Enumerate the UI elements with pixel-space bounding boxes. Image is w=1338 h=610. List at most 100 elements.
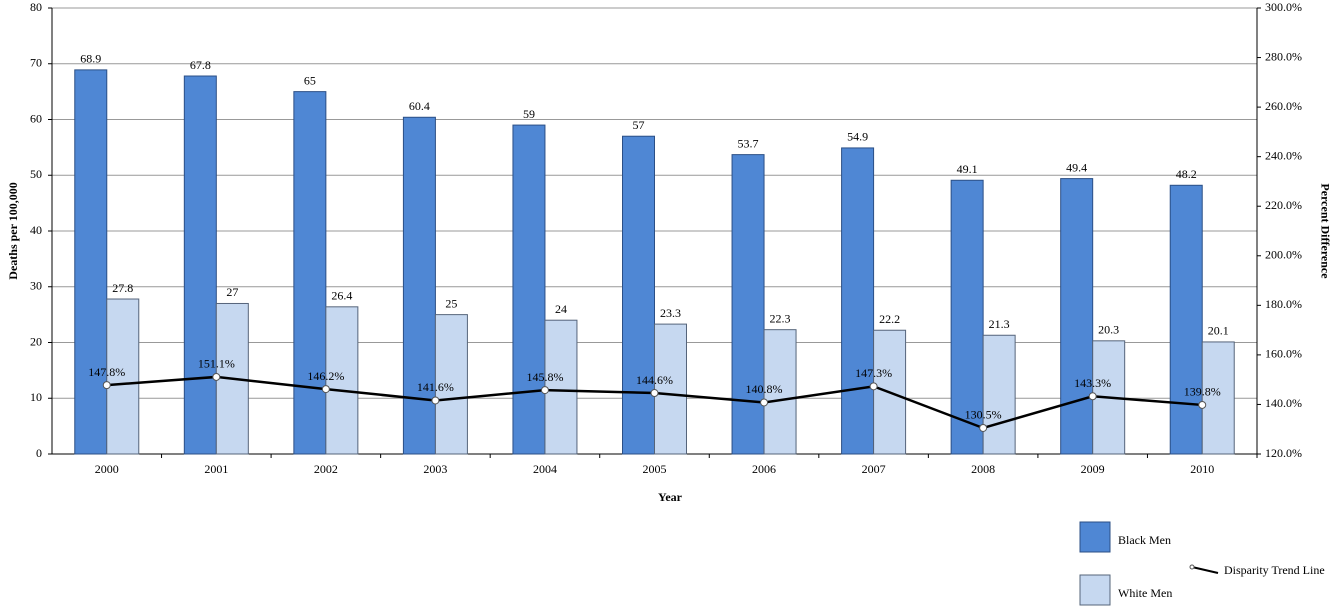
legend-swatch <box>1079 521 1111 553</box>
bar-label: 21.3 <box>989 317 1010 331</box>
y2-tick-label: 240.0% <box>1265 148 1302 162</box>
bar-label: 25 <box>445 296 457 310</box>
x-tick-label: 2003 <box>423 462 447 476</box>
y-axis-title: Deaths per 100,000 <box>6 182 20 279</box>
bar <box>982 334 1016 455</box>
trend-marker <box>321 385 330 394</box>
y2-tick-label: 220.0% <box>1265 198 1302 212</box>
y2-tick-label: 260.0% <box>1265 99 1302 113</box>
bar-label: 57 <box>633 118 645 132</box>
x-tick-label: 2006 <box>752 462 776 476</box>
x-tick-label: 2002 <box>314 462 338 476</box>
legend-line <box>1191 566 1219 574</box>
bar-label: 48.2 <box>1176 167 1197 181</box>
bar-label: 68.9 <box>80 52 101 66</box>
bar-label: 20.3 <box>1098 323 1119 337</box>
bar-label: 22.2 <box>879 312 900 326</box>
bar <box>402 116 436 455</box>
y-tick-label: 40 <box>30 223 42 237</box>
bar-label: 59 <box>523 107 535 121</box>
y2-tick-label: 200.0% <box>1265 248 1302 262</box>
bar-label: 49.1 <box>957 162 978 176</box>
legend-marker <box>1189 564 1195 570</box>
bar-label: 23.3 <box>660 306 681 320</box>
bar-label: 65 <box>304 73 316 87</box>
trend-label: 139.8% <box>1184 385 1221 399</box>
y2-tick-label: 120.0% <box>1265 446 1302 460</box>
y2-tick-label: 180.0% <box>1265 297 1302 311</box>
trend-marker <box>979 423 988 432</box>
y-tick-label: 0 <box>36 446 42 460</box>
bar <box>731 154 765 455</box>
trend-label: 140.8% <box>746 382 783 396</box>
bar-label: 22.3 <box>770 311 791 325</box>
bar <box>763 329 797 455</box>
bar <box>325 306 359 455</box>
bar <box>1060 178 1094 455</box>
trend-marker <box>212 372 221 381</box>
x-tick-label: 2009 <box>1081 462 1105 476</box>
trend-label: 143.3% <box>1074 376 1111 390</box>
bar <box>622 135 655 455</box>
bar-label: 26.4 <box>331 289 352 303</box>
trend-marker <box>869 382 878 391</box>
trend-label: 147.8% <box>88 365 125 379</box>
bar <box>544 319 578 455</box>
bar <box>1201 341 1235 455</box>
y-tick-label: 60 <box>30 111 42 125</box>
trend-marker <box>431 396 440 405</box>
y2-tick-label: 140.0% <box>1265 396 1302 410</box>
bar-label: 49.4 <box>1066 160 1087 174</box>
y2-tick-label: 300.0% <box>1265 0 1302 14</box>
trend-label: 151.1% <box>198 357 235 371</box>
y2-tick-label: 160.0% <box>1265 347 1302 361</box>
bar-label: 67.8 <box>190 58 211 72</box>
trend-label: 130.5% <box>965 408 1002 422</box>
x-tick-label: 2007 <box>862 462 886 476</box>
bar-label: 53.7 <box>738 136 759 150</box>
y2-tick-label: 280.0% <box>1265 49 1302 63</box>
bar <box>293 91 327 455</box>
trend-label: 144.6% <box>636 373 673 387</box>
bar <box>434 314 468 455</box>
legend-swatch <box>1079 574 1111 606</box>
x-tick-label: 2005 <box>643 462 667 476</box>
bar-label: 54.9 <box>847 130 868 144</box>
y-tick-label: 70 <box>30 56 42 70</box>
trend-marker <box>650 389 659 398</box>
trend-marker <box>1198 400 1207 409</box>
bar-label: 27 <box>226 285 238 299</box>
trend-label: 141.6% <box>417 380 454 394</box>
y-tick-label: 10 <box>30 390 42 404</box>
trend-label: 147.3% <box>855 366 892 380</box>
y-tick-label: 20 <box>30 334 42 348</box>
bar <box>873 329 907 455</box>
y-tick-label: 50 <box>30 167 42 181</box>
bar-label: 24 <box>555 302 567 316</box>
bar <box>841 147 875 455</box>
trend-label: 146.2% <box>307 369 344 383</box>
x-tick-label: 2000 <box>95 462 119 476</box>
bar <box>512 124 546 455</box>
trend-marker <box>760 398 769 407</box>
bar <box>654 323 687 455</box>
bar-label: 60.4 <box>409 99 430 113</box>
bar <box>950 179 984 455</box>
legend-label: Disparity Trend Line <box>1224 563 1325 577</box>
bar <box>106 298 140 455</box>
legend-label: Black Men <box>1118 533 1171 547</box>
bar-label: 20.1 <box>1208 324 1229 338</box>
trend-marker <box>1088 392 1097 401</box>
bar <box>1169 184 1203 455</box>
x-tick-label: 2001 <box>204 462 228 476</box>
x-tick-label: 2008 <box>971 462 995 476</box>
y2-axis-title: Percent Difference <box>1318 183 1332 279</box>
bar <box>183 75 217 455</box>
trend-label: 145.8% <box>526 370 563 384</box>
legend-label: White Men <box>1118 586 1172 600</box>
x-tick-label: 2004 <box>533 462 557 476</box>
y-tick-label: 30 <box>30 279 42 293</box>
y-tick-label: 80 <box>30 0 42 14</box>
x-axis-title: Year <box>658 490 683 504</box>
